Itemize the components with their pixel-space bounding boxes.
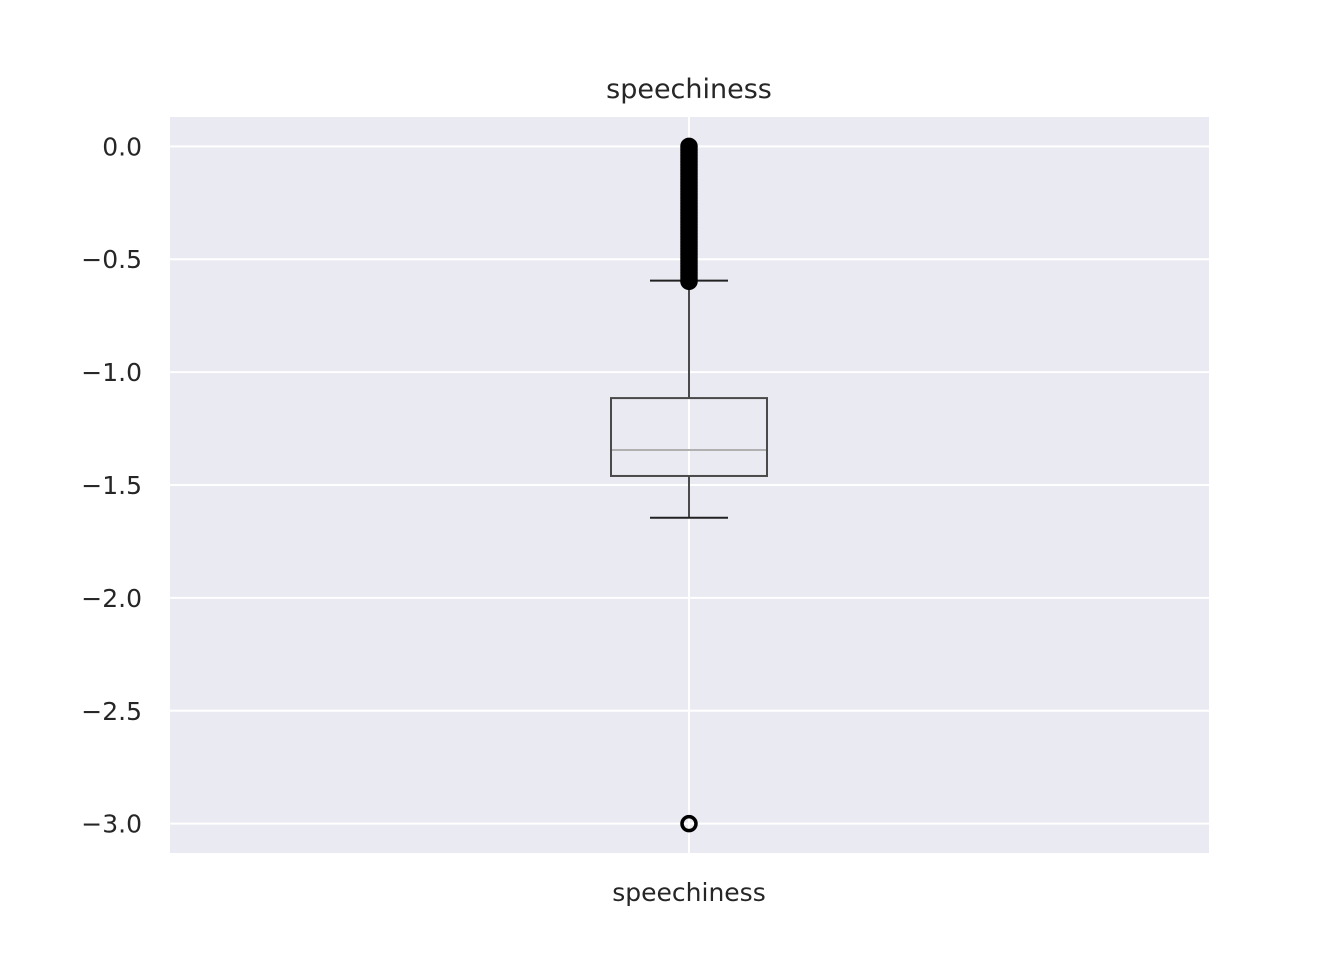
y-tick-label: −1.0 (81, 358, 142, 387)
y-tick-label: −2.5 (81, 697, 142, 726)
outlier-band (681, 146, 697, 285)
chart-title: speechiness (606, 74, 772, 105)
iqr-box (610, 397, 768, 477)
box-plot (610, 137, 768, 833)
y-tick-label: −3.0 (81, 810, 142, 839)
y-tick-label: −1.5 (81, 471, 142, 500)
y-tick-label: −2.0 (81, 584, 142, 613)
y-axis-ticks: 0.0 −0.5 −1.0 −1.5 −2.0 −2.5 −3.0 (81, 132, 142, 838)
outlier-point (680, 814, 698, 833)
x-tick-label: speechiness (612, 878, 765, 907)
y-tick-label: 0.0 (102, 132, 142, 161)
y-tick-label: −0.5 (81, 245, 142, 274)
